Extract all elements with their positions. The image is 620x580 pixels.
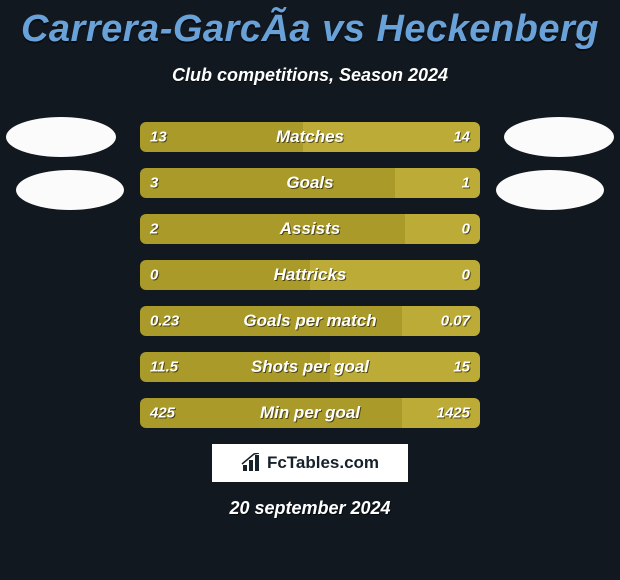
stat-row: 0 0 Hattricks xyxy=(140,260,480,290)
stat-label: Assists xyxy=(280,219,340,239)
stat-row: 11.5 15 Shots per goal xyxy=(140,352,480,382)
player1-avatar-bottom xyxy=(16,170,124,210)
stat-value-left: 425 xyxy=(150,405,175,422)
stat-value-right: 0.07 xyxy=(441,313,470,330)
stat-value-right: 0 xyxy=(462,221,470,238)
stat-value-right: 0 xyxy=(462,267,470,284)
stat-row: 2 0 Assists xyxy=(140,214,480,244)
subtitle: Club competitions, Season 2024 xyxy=(0,65,620,86)
attribution-badge: FcTables.com xyxy=(212,444,408,482)
attribution-text: FcTables.com xyxy=(267,453,379,473)
stat-label: Goals xyxy=(286,173,333,193)
stat-value-left: 13 xyxy=(150,129,167,146)
stat-label: Matches xyxy=(276,127,344,147)
stat-row: 13 14 Matches xyxy=(140,122,480,152)
stat-row: 3 1 Goals xyxy=(140,168,480,198)
stat-label: Hattricks xyxy=(274,265,347,285)
player2-name: Heckenberg xyxy=(376,8,599,50)
stat-row: 0.23 0.07 Goals per match xyxy=(140,306,480,336)
stat-value-left: 2 xyxy=(150,221,158,238)
stat-value-left: 0.23 xyxy=(150,313,179,330)
stat-bar-left xyxy=(140,214,405,244)
stat-value-left: 0 xyxy=(150,267,158,284)
player1-name: Carrera-GarcÃ­a xyxy=(21,8,311,50)
stat-value-right: 1425 xyxy=(437,405,470,422)
stat-value-right: 14 xyxy=(453,129,470,146)
stat-label: Goals per match xyxy=(243,311,376,331)
player1-avatar-top xyxy=(6,117,116,157)
stat-value-right: 1 xyxy=(462,175,470,192)
stat-label: Shots per goal xyxy=(251,357,369,377)
stats-chart: 13 14 Matches 3 1 Goals 2 0 Assists 0 0 Hattricks 0.… xyxy=(140,122,480,444)
stat-row: 425 1425 Min per goal xyxy=(140,398,480,428)
vs-text: vs xyxy=(322,8,365,50)
player2-avatar-top xyxy=(504,117,614,157)
footer-date: 20 september 2024 xyxy=(0,498,620,519)
stat-value-left: 3 xyxy=(150,175,158,192)
stat-value-right: 15 xyxy=(453,359,470,376)
bar-chart-icon xyxy=(241,453,263,473)
player2-avatar-bottom xyxy=(496,170,604,210)
stat-bar-left xyxy=(140,168,395,198)
page-title: Carrera-GarcÃ­a vs Heckenberg xyxy=(0,0,620,51)
stat-value-left: 11.5 xyxy=(150,359,178,376)
stat-label: Min per goal xyxy=(260,403,360,423)
